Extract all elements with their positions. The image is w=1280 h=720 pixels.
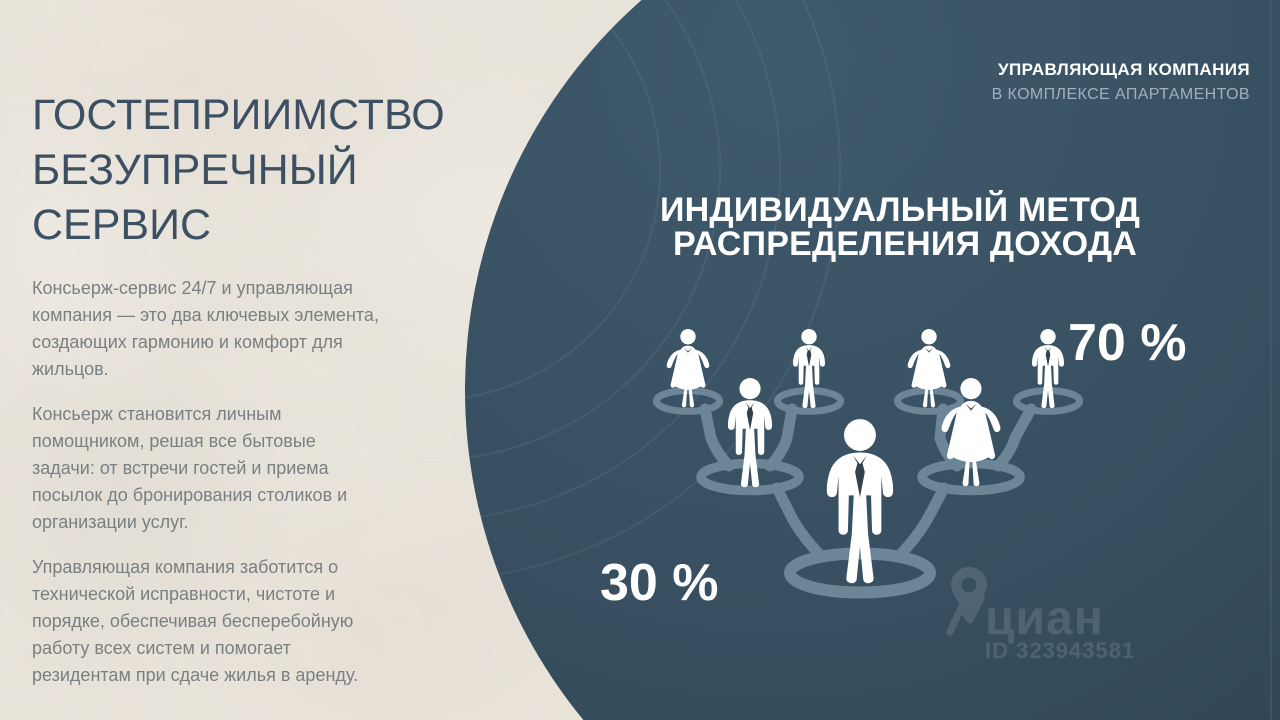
svg-text:ID 323943581: ID 323943581 <box>985 638 1135 663</box>
